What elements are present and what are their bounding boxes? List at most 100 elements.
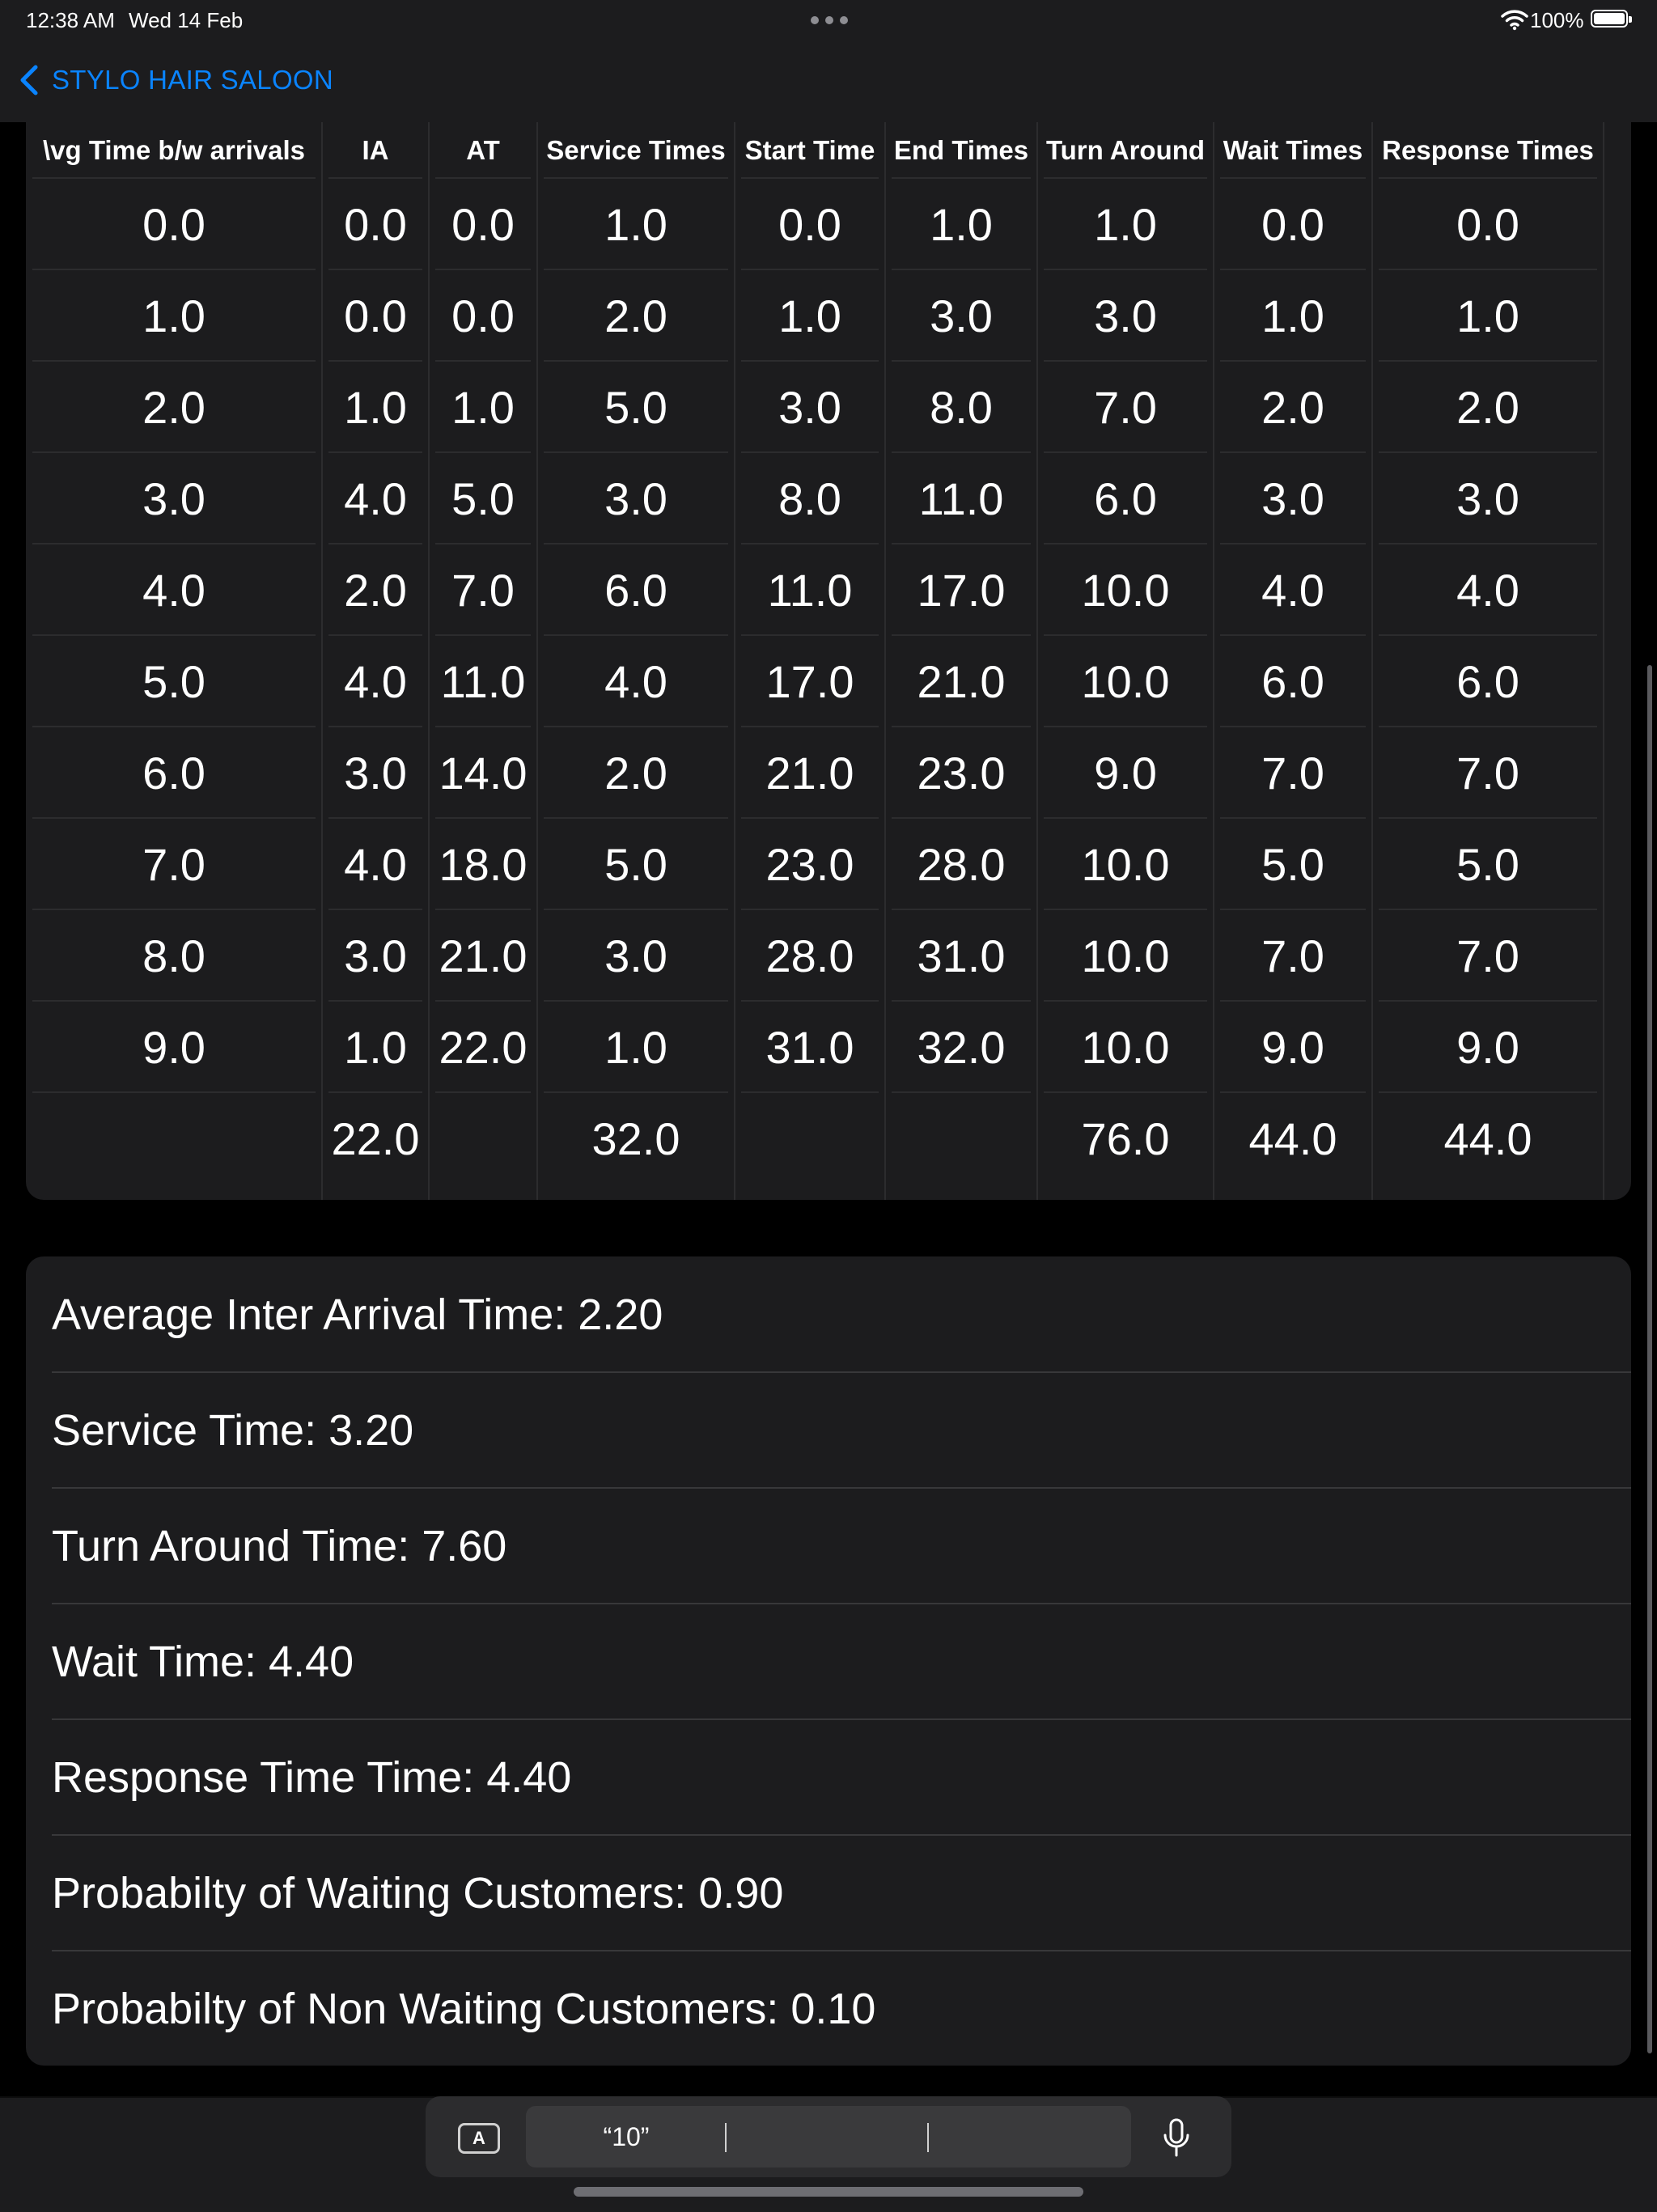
microphone-icon[interactable] [1160,2117,1193,2159]
summary-item: Response Time Time: 4.40 [52,1752,572,1802]
row-separator [741,634,879,636]
chevron-left-icon [20,65,38,95]
text-format-button[interactable]: A [458,2123,500,2154]
multitasking-dots-icon[interactable] [811,16,848,26]
table-cell: 0.0 [778,199,841,250]
row-separator [892,817,1031,819]
table-cell: 4.0 [1261,565,1324,616]
row-separator [1044,634,1207,636]
row-separator [544,177,728,179]
row-separator [32,726,316,727]
summary-item: Probabilty of Non Waiting Customers: 0.1… [52,1984,876,2033]
row-separator [1379,177,1597,179]
row-separator [741,1000,879,1002]
row-separator [328,909,422,910]
row-separator [435,269,531,270]
total-cell [26,1093,322,1184]
row-separator [435,817,531,819]
column-header: End Times [893,135,1029,165]
table-cell: 5.0 [1261,839,1324,890]
row-separator [435,451,531,453]
table-cell: 1.0 [604,1022,667,1073]
table-cell: 31.0 [765,1022,854,1073]
table-cell: 10.0 [1081,839,1170,890]
row-separator [328,817,422,819]
table-cell: 17.0 [917,565,1006,616]
table-cell: 7.0 [451,565,515,616]
summary-separator [52,1834,1631,1836]
table-cell: 0.0 [451,290,515,341]
summary-separator [52,1603,1631,1604]
row-separator [1379,726,1597,727]
row-separator [544,634,728,636]
table-cell: 7.0 [1261,930,1324,981]
table-cell: 7.0 [142,839,206,890]
home-indicator[interactable] [574,2187,1083,2197]
row-separator [32,451,316,453]
table-cell: 2.0 [1261,382,1324,433]
column-header: AT [466,135,500,165]
table-cell: 3.0 [142,473,206,524]
column-divider [884,122,886,1200]
table-cell: 3.0 [344,930,407,981]
row-separator [435,543,531,545]
row-separator [32,360,316,362]
table-cell: 3.0 [344,748,407,799]
row-separator [741,269,879,270]
row-separator [328,360,422,362]
column-header: Wait Times [1223,135,1363,165]
summary-item: Probabilty of Waiting Customers: 0.90 [52,1868,784,1917]
table-cell: 5.0 [142,656,206,707]
row-separator [1379,360,1597,362]
total-cell: 76.0 [1081,1113,1170,1164]
row-separator [892,1091,1031,1093]
row-separator [1220,543,1366,545]
column-divider [1603,122,1604,1200]
column-divider [1036,122,1038,1200]
table-cell: 21.0 [765,748,854,799]
row-separator [544,543,728,545]
table-cell: 1.0 [604,199,667,250]
table-cell: 22.0 [439,1022,528,1073]
table-cell: 23.0 [917,748,1006,799]
total-cell [735,1093,885,1184]
suggestion-1[interactable]: “10” [603,2121,650,2151]
table-cell: 7.0 [1456,930,1519,981]
row-separator [741,1091,879,1093]
row-separator [1044,451,1207,453]
table-cell: 5.0 [604,839,667,890]
row-separator [892,1000,1031,1002]
table-cell: 6.0 [604,565,667,616]
table-cell: 4.0 [1456,565,1519,616]
total-cell: 32.0 [591,1113,680,1164]
summary-item: Wait Time: 4.40 [52,1637,354,1686]
row-separator [892,634,1031,636]
summary-item: Turn Around Time: 7.60 [52,1521,507,1570]
results-table[interactable]: \vg Time b/w arrivals IA AT Service Times St… [26,122,1631,1200]
table-cell: 9.0 [142,1022,206,1073]
row-separator [1220,634,1366,636]
row-separator [544,360,728,362]
row-separator [1220,269,1366,270]
scrollbar[interactable] [1647,665,1652,2053]
table-cell: 9.0 [1261,1022,1324,1073]
table-cell: 2.0 [604,290,667,341]
table-cell: 5.0 [604,382,667,433]
table-cell: 11.0 [440,656,526,707]
table-cell: 1.0 [451,382,515,433]
table-cell: 10.0 [1081,930,1170,981]
table-cell: 6.0 [1261,656,1324,707]
back-button[interactable]: STYLO HAIR SALOON [18,60,333,100]
row-separator [328,543,422,545]
table-cell: 10.0 [1081,1022,1170,1073]
table-cell: 8.0 [930,382,993,433]
column-header: Service Times [546,135,726,165]
status-date: Wed 14 Feb [129,8,244,32]
row-separator [1220,726,1366,727]
suggestion-divider [725,2123,727,2152]
summary-list: Average Inter Arrival Time: 2.20 Service … [26,1256,1631,2066]
row-separator [1220,1091,1366,1093]
row-separator [892,269,1031,270]
table-cell: 4.0 [344,656,407,707]
table-cell: 6.0 [1456,656,1519,707]
